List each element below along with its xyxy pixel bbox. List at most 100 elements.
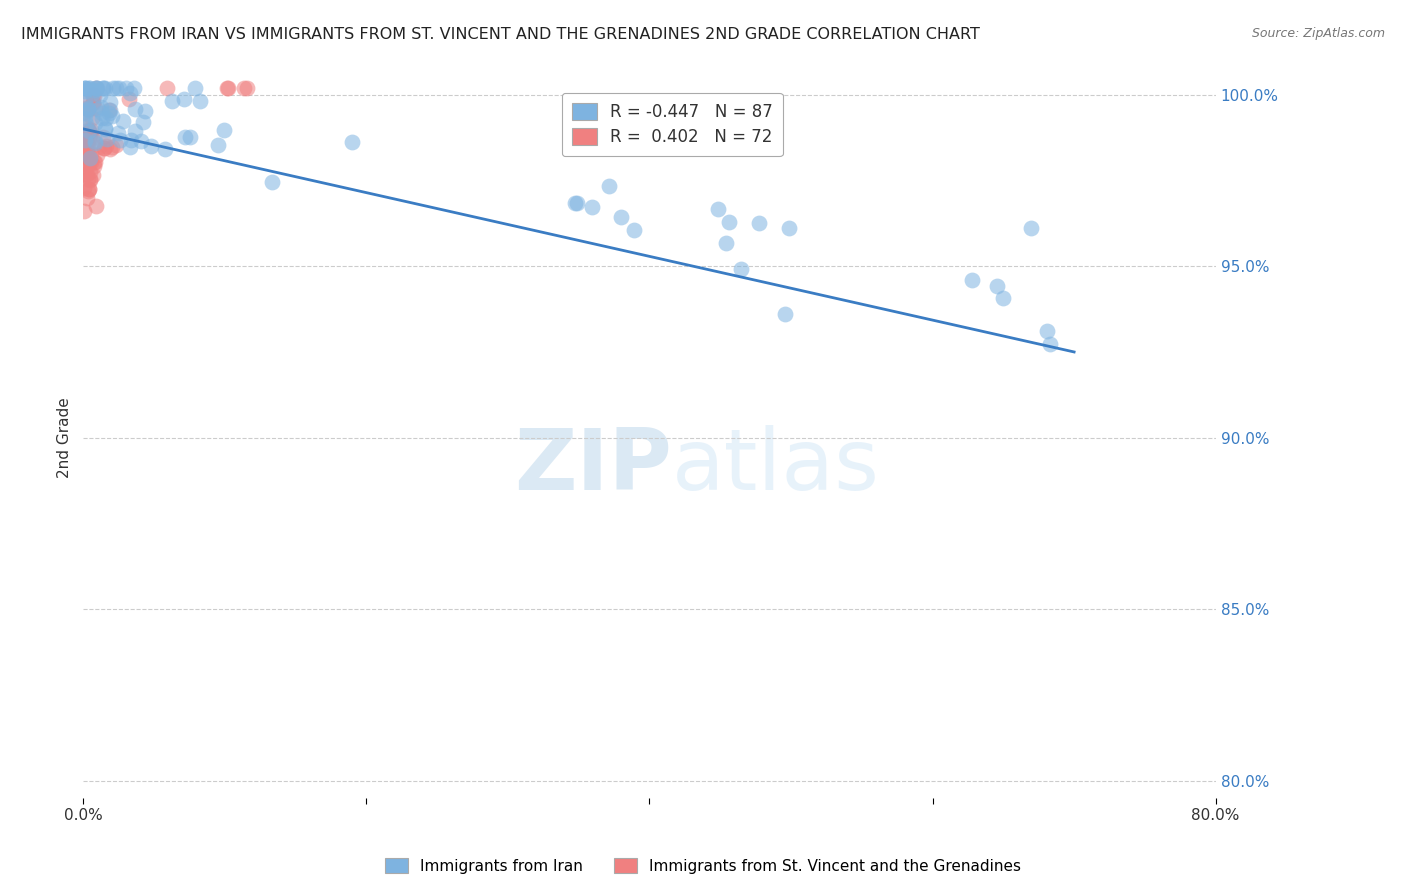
Point xyxy=(75,161,97,176)
Point xyxy=(83,89,105,103)
Point xyxy=(77,124,100,138)
Point xyxy=(124,80,146,95)
Point xyxy=(79,165,101,179)
Point xyxy=(77,154,100,169)
Legend: R = -0.447   N = 87, R =  0.402   N = 72: R = -0.447 N = 87, R = 0.402 N = 72 xyxy=(561,93,783,156)
Point xyxy=(87,140,110,154)
Point xyxy=(76,146,98,161)
Point xyxy=(82,88,104,103)
Point xyxy=(98,105,121,120)
Point xyxy=(84,80,107,95)
Text: Source: ZipAtlas.com: Source: ZipAtlas.com xyxy=(1251,27,1385,40)
Point xyxy=(84,199,107,213)
Point xyxy=(93,129,115,144)
Point xyxy=(260,175,283,189)
Point xyxy=(73,104,96,119)
Point xyxy=(153,143,176,157)
Point xyxy=(97,103,120,118)
Point xyxy=(75,135,97,149)
Point xyxy=(610,211,633,225)
Point xyxy=(132,115,155,129)
Point xyxy=(340,135,363,149)
Point xyxy=(75,93,97,107)
Point xyxy=(115,80,138,95)
Point xyxy=(129,134,152,148)
Point xyxy=(139,139,162,153)
Point xyxy=(598,178,620,193)
Point xyxy=(118,140,141,154)
Point xyxy=(100,110,122,124)
Point xyxy=(73,204,96,219)
Legend: Immigrants from Iran, Immigrants from St. Vincent and the Grenadines: Immigrants from Iran, Immigrants from St… xyxy=(380,852,1026,880)
Point xyxy=(79,154,101,169)
Point xyxy=(76,191,98,205)
Point xyxy=(212,123,235,137)
Point xyxy=(100,140,122,154)
Point xyxy=(179,130,201,145)
Point xyxy=(773,307,796,321)
Point xyxy=(93,141,115,155)
Point xyxy=(75,131,97,145)
Point xyxy=(77,130,100,145)
Point xyxy=(82,130,104,145)
Point xyxy=(91,80,114,95)
Point xyxy=(73,80,96,95)
Point xyxy=(84,80,107,95)
Point xyxy=(76,101,98,115)
Point xyxy=(82,169,104,183)
Point xyxy=(108,80,131,95)
Point xyxy=(76,135,98,149)
Text: IMMIGRANTS FROM IRAN VS IMMIGRANTS FROM ST. VINCENT AND THE GRENADINES 2ND GRADE: IMMIGRANTS FROM IRAN VS IMMIGRANTS FROM … xyxy=(21,27,980,42)
Point xyxy=(76,120,98,135)
Point xyxy=(79,154,101,169)
Point xyxy=(86,102,108,116)
Point xyxy=(94,81,117,95)
Point xyxy=(82,87,104,102)
Point xyxy=(991,291,1014,305)
Point xyxy=(80,111,103,125)
Point xyxy=(73,161,96,175)
Point xyxy=(747,216,769,230)
Point xyxy=(124,124,146,138)
Point xyxy=(183,80,205,95)
Point xyxy=(564,196,586,211)
Text: atlas: atlas xyxy=(672,425,880,508)
Point xyxy=(96,132,118,146)
Point xyxy=(73,167,96,181)
Point xyxy=(730,261,752,276)
Point xyxy=(778,221,800,235)
Point xyxy=(1019,221,1042,235)
Point xyxy=(86,80,108,95)
Point xyxy=(94,138,117,153)
Point xyxy=(118,86,141,100)
Point xyxy=(89,87,111,102)
Point xyxy=(565,196,588,211)
Point xyxy=(960,273,983,287)
Point xyxy=(73,144,96,158)
Point xyxy=(79,128,101,142)
Point xyxy=(75,117,97,131)
Point xyxy=(82,95,104,110)
Point xyxy=(77,149,100,163)
Point xyxy=(83,155,105,169)
Point xyxy=(174,129,197,144)
Point xyxy=(83,159,105,173)
Point xyxy=(716,235,738,250)
Point xyxy=(77,102,100,116)
Point xyxy=(76,103,98,118)
Point xyxy=(76,143,98,157)
Point xyxy=(1036,324,1059,338)
Point xyxy=(83,82,105,96)
Point xyxy=(91,80,114,95)
Point xyxy=(83,155,105,169)
Point xyxy=(77,181,100,195)
Point xyxy=(73,148,96,162)
Point xyxy=(707,202,730,216)
Point xyxy=(117,92,139,106)
Point xyxy=(73,84,96,98)
Point xyxy=(80,123,103,137)
Point xyxy=(105,80,128,95)
Point xyxy=(86,148,108,162)
Point xyxy=(1039,337,1062,351)
Point xyxy=(79,173,101,187)
